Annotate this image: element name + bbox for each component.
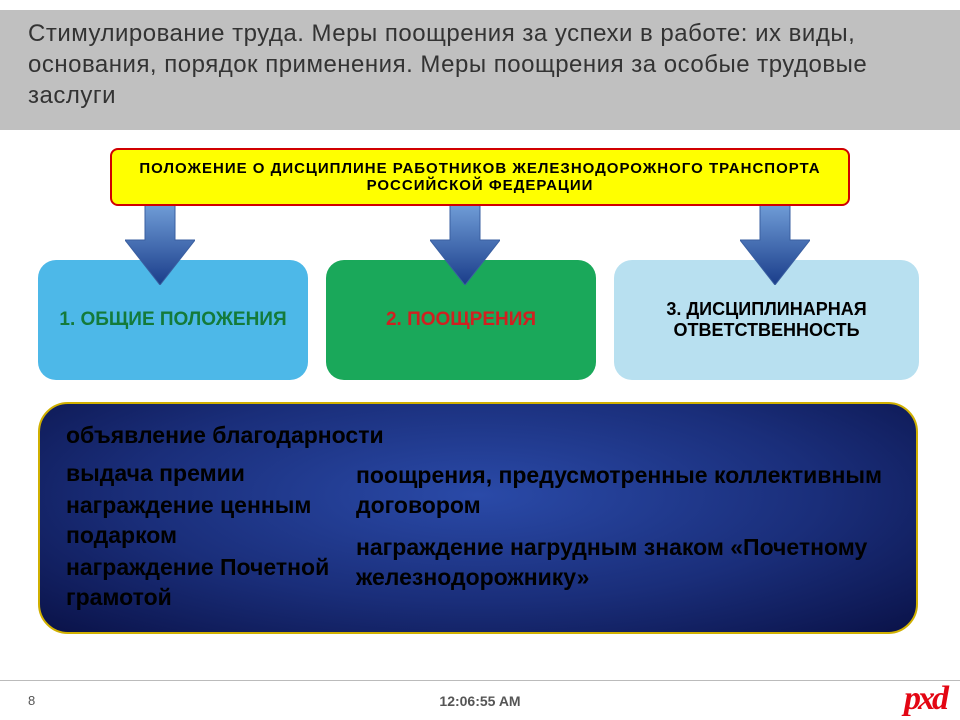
rewards-col-left: выдача премии награждение ценным подарко… — [66, 459, 336, 614]
reward-item: объявление благодарности — [66, 422, 890, 449]
arrow-down-3 — [740, 195, 810, 285]
rzd-logo: pxd — [904, 680, 946, 718]
reward-item: награждение Почетной грамотой — [66, 553, 336, 613]
footer: 8 12:06:55 AM pxd — [0, 680, 960, 720]
slide-title: Стимулирование труда. Меры поощрения за … — [28, 18, 932, 112]
regulation-box: ПОЛОЖЕНИЕ О ДИСЦИПЛИНЕ РАБОТНИКОВ ЖЕЛЕЗН… — [110, 148, 850, 206]
section-card-2-label: 2. ПООЩРЕНИЯ — [386, 309, 536, 331]
reward-item: поощрения, предусмотренные коллективным … — [356, 461, 890, 521]
section-card-3-label: 3. ДИСЦИПЛИНАРНАЯ ОТВЕТСТВЕННОСТЬ — [622, 299, 911, 341]
rewards-col-right: поощрения, предусмотренные коллективным … — [356, 459, 890, 614]
timestamp: 12:06:55 AM — [439, 693, 520, 709]
reward-item: награждение нагрудным знаком «Почетному … — [356, 533, 890, 593]
reward-item: награждение ценным подарком — [66, 491, 336, 551]
arrow-down-2 — [430, 195, 500, 285]
page-number: 8 — [28, 693, 35, 708]
rewards-panel: объявление благодарности выдача премии н… — [38, 402, 918, 634]
reward-item: выдача премии — [66, 459, 336, 489]
section-card-1-label: 1. ОБЩИЕ ПОЛОЖЕНИЯ — [59, 309, 286, 331]
title-bar: Стимулирование труда. Меры поощрения за … — [0, 10, 960, 130]
arrow-down-1 — [125, 195, 195, 285]
